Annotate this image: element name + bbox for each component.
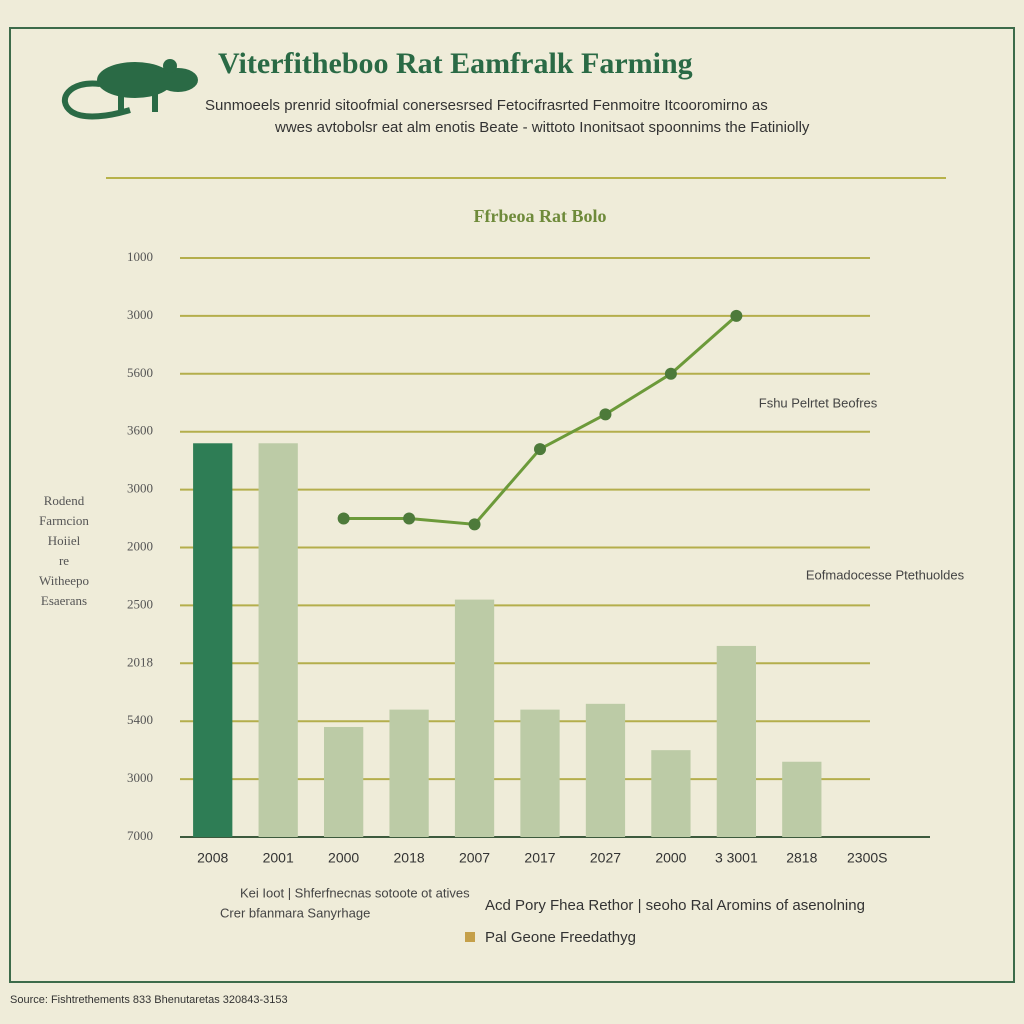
- bar: [782, 761, 822, 837]
- legend-text: Kei Ioot | Shferfnecnas sotoote ot ative…: [240, 885, 470, 900]
- x-tick-label: 2007: [459, 850, 490, 866]
- y-axis-label: Rodend: [44, 493, 85, 508]
- y-tick-label: 3000: [127, 481, 153, 496]
- frame: [9, 27, 1015, 983]
- bar: [258, 443, 298, 837]
- line-point: [468, 518, 481, 531]
- bar: [520, 709, 560, 837]
- bar: [585, 703, 626, 837]
- y-axis-label: re: [59, 553, 69, 568]
- line-point: [599, 408, 612, 421]
- line-point: [534, 443, 546, 456]
- y-axis-label: Farmcion: [39, 513, 89, 528]
- annotation: Eofmadocesse Ptethuoldes: [806, 567, 965, 582]
- x-tick-label: 2018: [394, 850, 425, 866]
- y-tick-label: 2000: [127, 538, 153, 553]
- y-tick-label: 5400: [127, 712, 153, 727]
- y-tick-label: 2500: [127, 596, 153, 611]
- line: [343, 314, 738, 526]
- title: Viterfitheboo Rat Eamfralk Farming: [218, 47, 693, 80]
- bar: [389, 709, 429, 837]
- x-tick-label: 2818: [786, 850, 817, 866]
- y-tick-label: 3000: [127, 307, 153, 322]
- chart-title: Ffrbeoa Rat Bolo: [474, 206, 607, 226]
- y-tick-label: 1000: [127, 249, 153, 264]
- legend-swatch: [465, 932, 475, 942]
- legend-text: Pal Geone Freedathyg: [485, 929, 636, 946]
- line-point: [664, 367, 677, 380]
- y-axis-label: Witheepo: [39, 573, 89, 588]
- bar: [193, 443, 233, 837]
- x-tick-label: 2027: [590, 850, 621, 866]
- x-tick-label: 2300S: [847, 850, 887, 866]
- x-tick-label: 2008: [197, 850, 228, 866]
- x-tick-label: 2001: [263, 850, 294, 866]
- legend-text: Acd Pory Fhea Rethor | seoho Ral Aromins…: [485, 897, 865, 914]
- legend-text: Crer bfanmara Sanyrhage: [220, 905, 370, 920]
- subtitle: wwes avtobolsr eat alm enotis Beate - wi…: [274, 119, 810, 136]
- x-tick-label: 3 3001: [715, 850, 758, 866]
- x-tick-label: 2000: [655, 850, 686, 866]
- line-point: [403, 512, 416, 525]
- y-tick-label: 5600: [127, 365, 153, 380]
- bar: [324, 726, 364, 837]
- y-tick-label: 3600: [127, 423, 153, 438]
- bar: [454, 599, 495, 837]
- y-axis-label: Esaerans: [41, 593, 87, 608]
- x-tick-label: 2017: [524, 850, 555, 866]
- x-tick-label: 2000: [328, 850, 359, 866]
- line-point: [730, 309, 743, 322]
- y-tick-label: 2018: [127, 654, 153, 669]
- y-axis-label: Hoiiel: [48, 533, 81, 548]
- subtitle: Sunmoeels prenrid sitoofmial conersesrse…: [205, 97, 768, 114]
- rat-icon: [62, 59, 198, 120]
- y-tick-label: 7000: [127, 828, 153, 843]
- annotation: Fshu Pelrtet Beofres: [759, 395, 878, 410]
- y-tick-label: 3000: [127, 770, 153, 785]
- bar: [716, 645, 756, 837]
- bar: [651, 750, 691, 837]
- line-point: [337, 512, 350, 525]
- source: Source: Fishtrethements 833 Bhenutaretas…: [10, 994, 288, 1006]
